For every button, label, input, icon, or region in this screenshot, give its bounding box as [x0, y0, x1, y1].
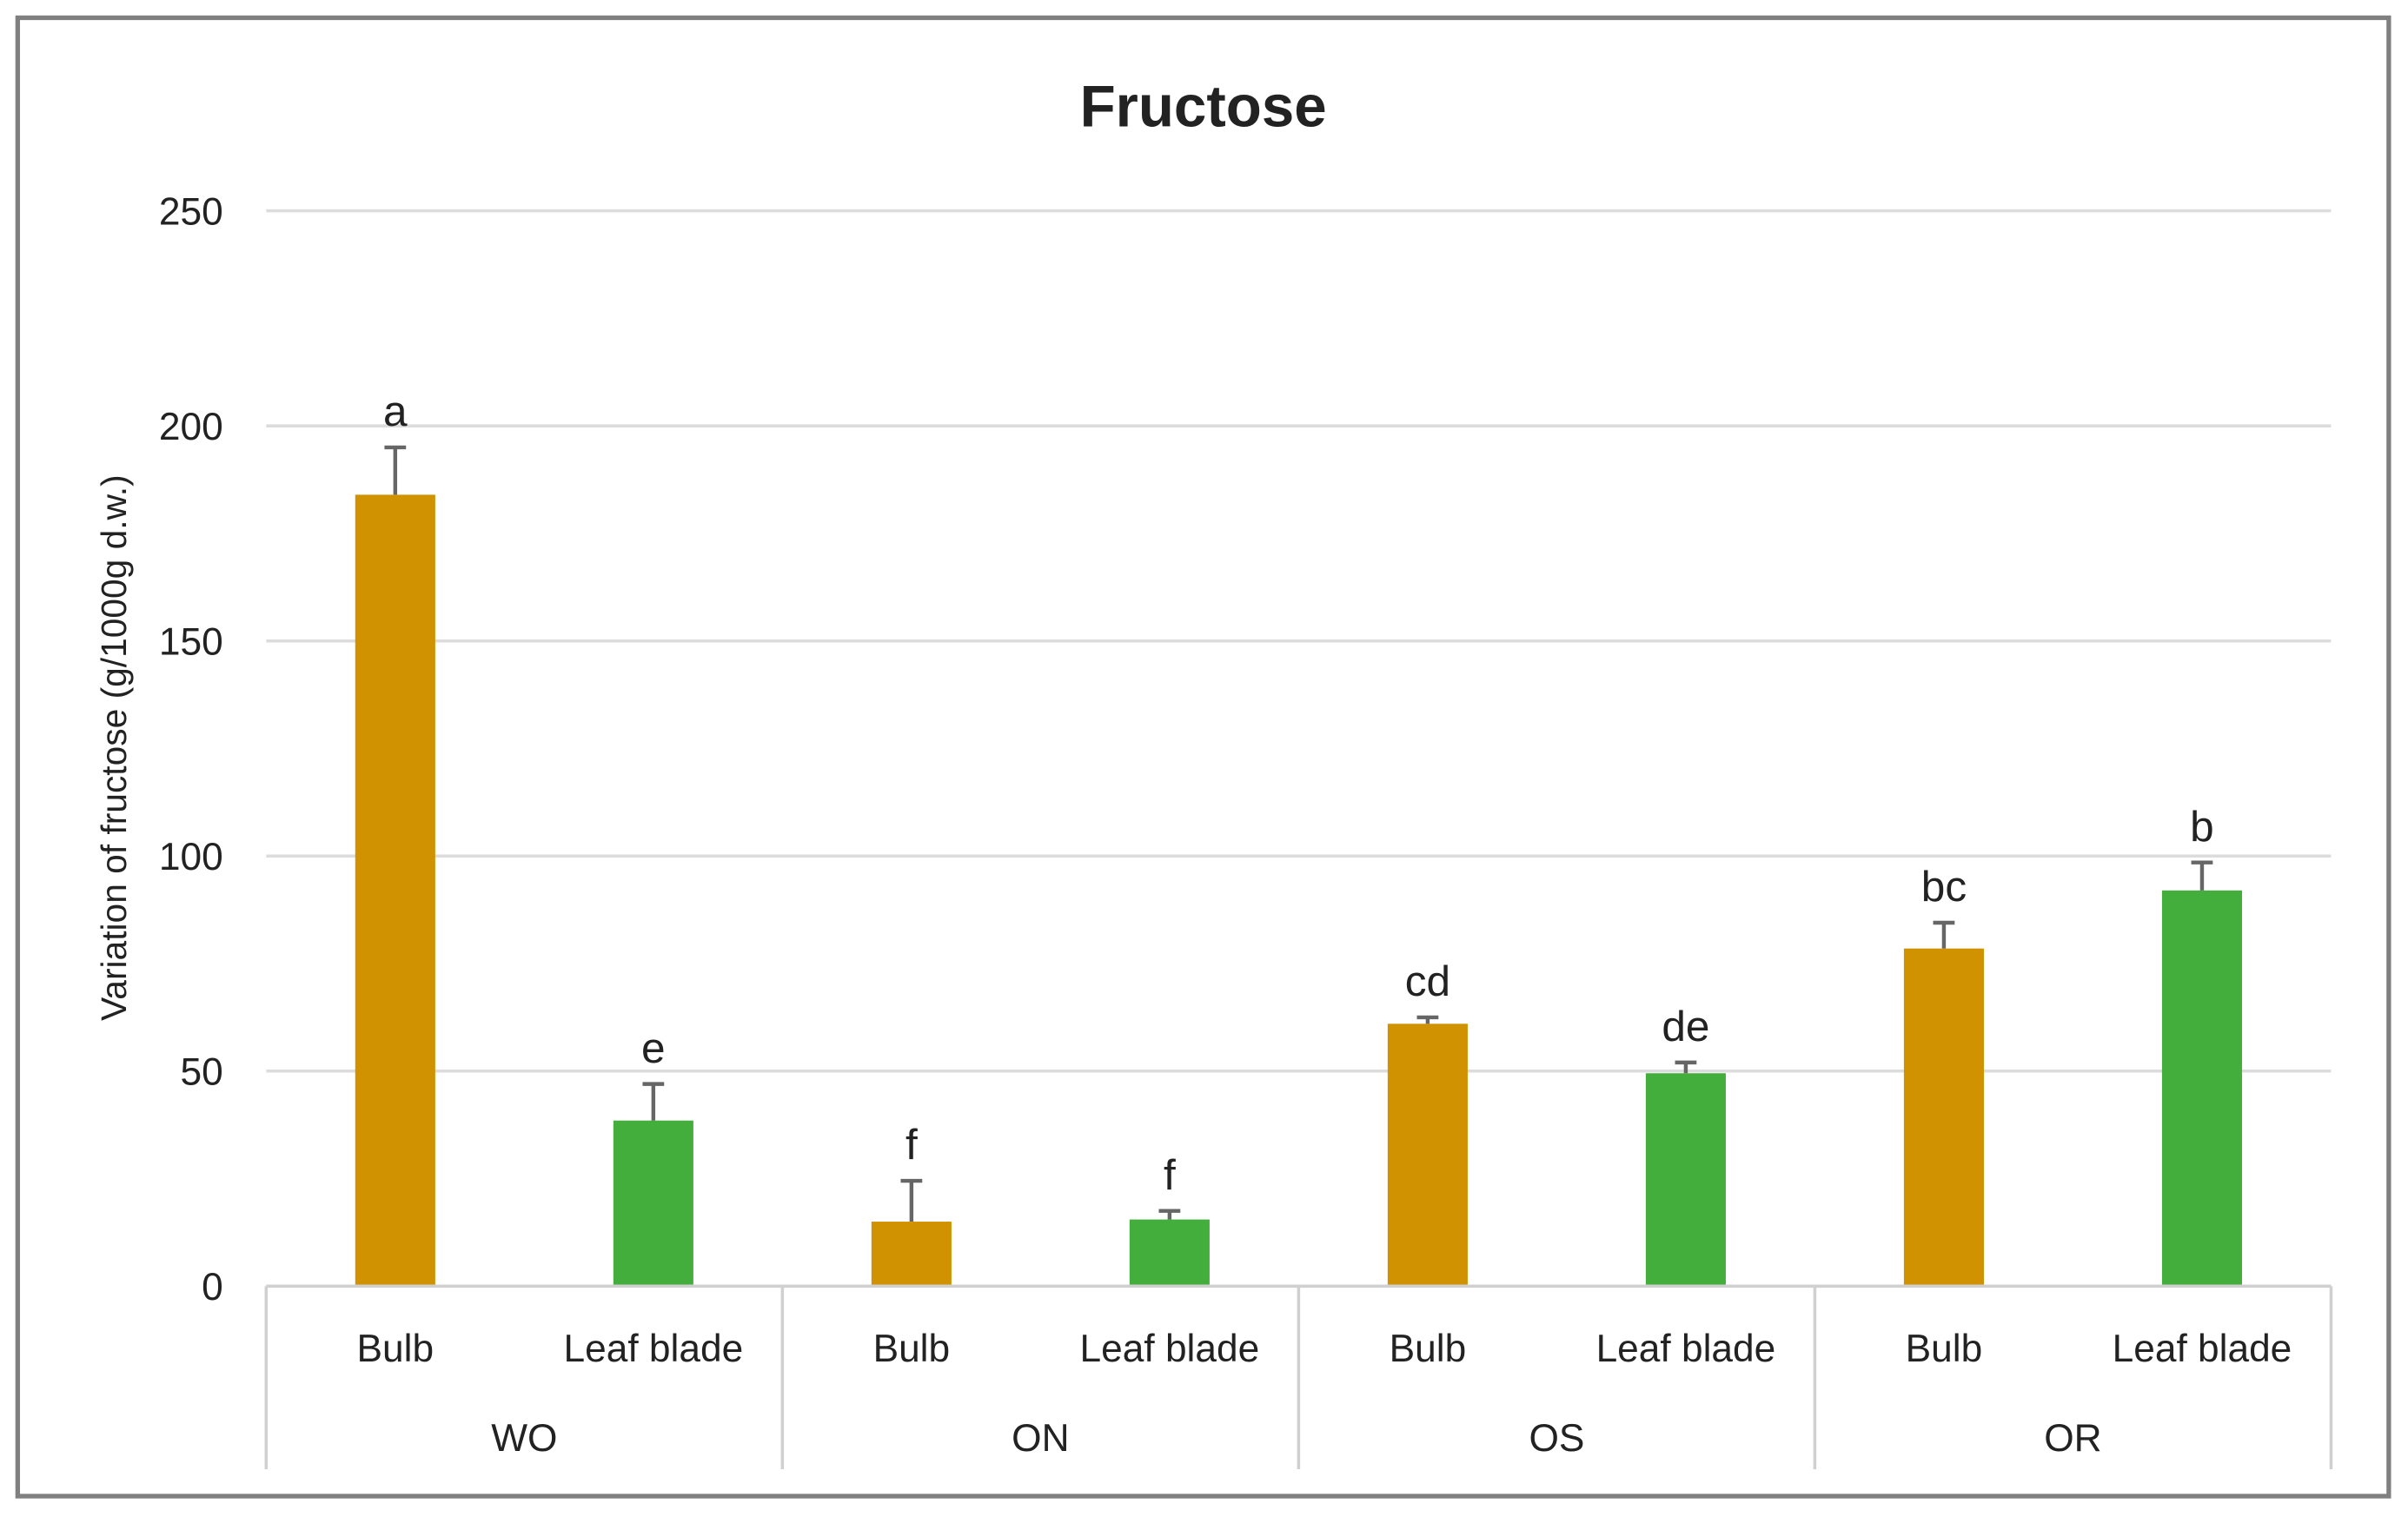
bar [1903, 948, 1984, 1287]
category-label: Leaf blade [1080, 1328, 1260, 1370]
group-label: ON [1012, 1417, 1069, 1460]
group-label: WO [491, 1417, 557, 1460]
significance-letter: f [1164, 1150, 1176, 1199]
significance-letter: e [641, 1023, 666, 1072]
y-tick-label: 250 [159, 191, 223, 234]
significance-letter: a [383, 387, 408, 435]
bar [355, 494, 435, 1287]
bar [871, 1222, 952, 1287]
significance-letter: b [2190, 802, 2214, 851]
bar [1645, 1073, 1726, 1287]
significance-letter: bc [1921, 862, 1967, 911]
y-tick-label: 100 [159, 836, 223, 878]
category-label: Bulb [357, 1328, 435, 1370]
category-label: Bulb [1906, 1328, 1983, 1370]
significance-letter: de [1662, 1002, 1709, 1050]
y-tick-label: 0 [202, 1266, 223, 1308]
category-label: Bulb [1390, 1328, 1467, 1370]
y-tick-label: 50 [181, 1051, 223, 1094]
category-label: Bulb [873, 1328, 951, 1370]
y-tick-label: 150 [159, 621, 223, 664]
significance-letter: cd [1405, 957, 1450, 1005]
category-label: Leaf blade [564, 1328, 744, 1370]
group-label: OS [1529, 1417, 1584, 1460]
category-label: Leaf blade [1596, 1328, 1776, 1370]
group-label: OR [2044, 1417, 2101, 1460]
y-axis-label: Variation of fructose (g/1000g d.w.) [94, 474, 134, 1020]
bar [2161, 890, 2242, 1287]
y-tick-label: 200 [159, 406, 223, 448]
significance-letter: f [905, 1120, 918, 1169]
chart-title: Fructose [1080, 74, 1327, 139]
bar [613, 1120, 693, 1287]
bar [1129, 1219, 1210, 1287]
bar [1387, 1023, 1468, 1287]
category-label: Leaf blade [2113, 1328, 2292, 1370]
